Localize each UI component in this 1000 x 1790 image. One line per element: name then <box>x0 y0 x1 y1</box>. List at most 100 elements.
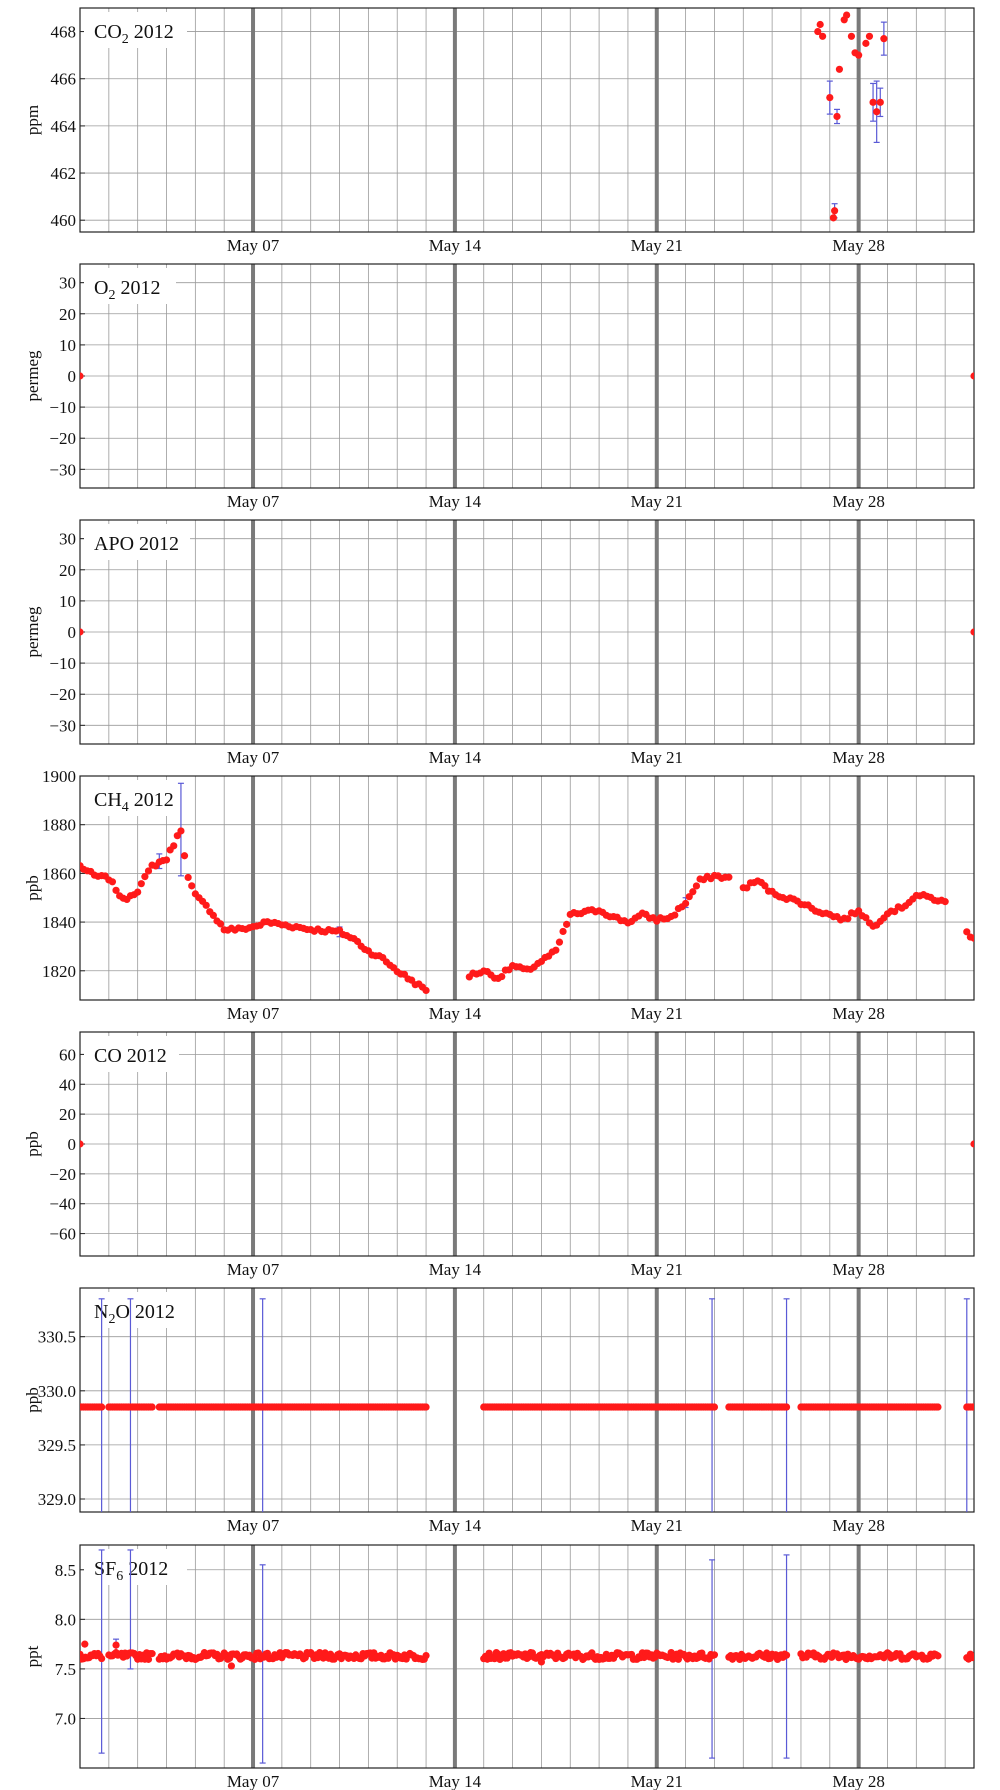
data-point <box>761 882 769 890</box>
data-point <box>862 914 870 922</box>
y-tick-label: 330.0 <box>38 1382 76 1401</box>
data-layer <box>814 11 888 222</box>
data-point <box>422 986 430 995</box>
data-point <box>880 35 888 43</box>
panel-5: −60 −40 −20 0 20 40 60 May 07 May 14 May 21 May 28… <box>23 1031 975 1279</box>
x-tick-label: May 28 <box>832 1516 884 1535</box>
y-axis-label: ppb <box>23 1131 42 1157</box>
data-point <box>844 915 852 923</box>
y-tick-label: 464 <box>51 117 77 136</box>
panel-title: APO 2012 <box>94 533 179 555</box>
x-tick-label: May 28 <box>832 1772 884 1790</box>
x-tick-label: May 14 <box>429 1516 482 1535</box>
y-tick-label: 1820 <box>42 962 76 981</box>
panel-2: −30 −20 −10 0 10 20 30 May 07 May 14 May 21 May 28… <box>23 263 975 511</box>
data-point <box>970 1140 974 1148</box>
data-point <box>498 972 506 981</box>
y-tick-label: 7.5 <box>55 1660 76 1679</box>
panel-3: −30 −20 −10 0 10 20 30 May 07 May 14 May 21 May 28… <box>23 519 975 767</box>
x-tick-label: May 21 <box>631 748 683 767</box>
y-tick-label: −40 <box>49 1195 76 1214</box>
y-tick-label: 330.5 <box>38 1328 76 1347</box>
grid <box>79 1288 974 1512</box>
data-point <box>251 1655 259 1663</box>
plot-frame <box>79 1287 975 1513</box>
y-tick-label: 30 <box>59 530 76 549</box>
panel-1: 460 462 464 466 468 May 07 May 14 May 21 May 28 p… <box>23 7 975 255</box>
y-tick-label: 329.5 <box>38 1436 76 1455</box>
x-tick-label: May 14 <box>429 1260 482 1279</box>
data-point <box>559 927 567 936</box>
data-point <box>970 1653 974 1661</box>
data-point <box>782 1403 791 1411</box>
grid <box>79 1032 974 1256</box>
y-tick-label: 1860 <box>42 864 76 883</box>
data-point <box>835 65 844 73</box>
y-axis-label: permeg <box>23 606 42 657</box>
x-tick-label: May 07 <box>227 236 280 255</box>
y-tick-label: 20 <box>59 1105 76 1124</box>
grid <box>79 520 974 744</box>
y-tick-label: 1900 <box>42 767 76 786</box>
x-tick-label: May 14 <box>429 1772 482 1790</box>
data-point <box>941 898 949 906</box>
data-point <box>552 946 560 954</box>
data-point <box>970 372 974 380</box>
y-tick-label: 1840 <box>42 913 76 932</box>
x-tick-label: May 28 <box>832 236 884 255</box>
data-point <box>422 1403 430 1411</box>
data-point <box>873 108 881 116</box>
y-tick-label: 1880 <box>42 816 76 835</box>
data-point <box>108 878 117 886</box>
data-point <box>162 856 171 864</box>
y-tick-label: 20 <box>59 305 76 324</box>
y-tick-label: 466 <box>51 70 77 89</box>
y-tick-label: 468 <box>51 23 77 42</box>
data-point <box>682 899 690 908</box>
y-tick-label: 7.0 <box>55 1709 76 1728</box>
panel-title: SF6 2012 <box>94 1558 168 1584</box>
data-point <box>692 882 701 890</box>
panel-6: 329.0 329.5 330.0 330.5 May 07 May 14 May 21 Ma… <box>23 1287 975 1535</box>
x-tick-label: May 28 <box>832 492 884 511</box>
y-tick-label: −20 <box>49 429 76 448</box>
data-point <box>216 920 225 928</box>
data-point <box>847 32 856 40</box>
data-point <box>209 911 217 920</box>
data-point <box>710 1651 719 1659</box>
panel-7: 7.0 7.5 8.0 8.5 May 07 May 14 May 21 May 28 ppt S… <box>23 1544 975 1790</box>
data-point <box>671 911 679 919</box>
y-tick-label: −10 <box>49 398 76 417</box>
panel-4: 1820 1840 1860 1880 1900 May 07 May 14 May 21 Ma… <box>23 767 975 1023</box>
data-point <box>782 1651 791 1659</box>
data-point <box>833 112 841 121</box>
y-tick-label: 10 <box>59 336 76 355</box>
x-tick-label: May 07 <box>227 1004 280 1023</box>
x-tick-label: May 07 <box>227 748 280 767</box>
data-point <box>862 39 870 47</box>
data-point <box>814 27 822 36</box>
data-point <box>818 32 827 40</box>
y-tick-label: 60 <box>59 1045 76 1064</box>
data-point <box>743 884 751 892</box>
data-layer <box>80 1140 974 1148</box>
y-axis-label: ppb <box>23 875 42 901</box>
data-point <box>144 867 153 875</box>
data-point <box>685 893 693 901</box>
data-point <box>141 873 149 881</box>
title-box <box>84 524 190 560</box>
data-point <box>831 207 839 215</box>
title-box <box>84 12 187 48</box>
y-tick-label: 8.5 <box>55 1561 76 1580</box>
data-point <box>710 1403 719 1411</box>
grid <box>79 264 974 488</box>
data-point <box>963 928 971 936</box>
panel-title: CO 2012 <box>94 1045 167 1067</box>
data-point <box>422 1651 430 1660</box>
data-point <box>177 827 185 835</box>
data-point <box>689 888 697 896</box>
data-point <box>537 1658 546 1666</box>
data-point <box>816 20 824 29</box>
data-point <box>80 372 84 380</box>
title-box <box>84 1036 179 1072</box>
